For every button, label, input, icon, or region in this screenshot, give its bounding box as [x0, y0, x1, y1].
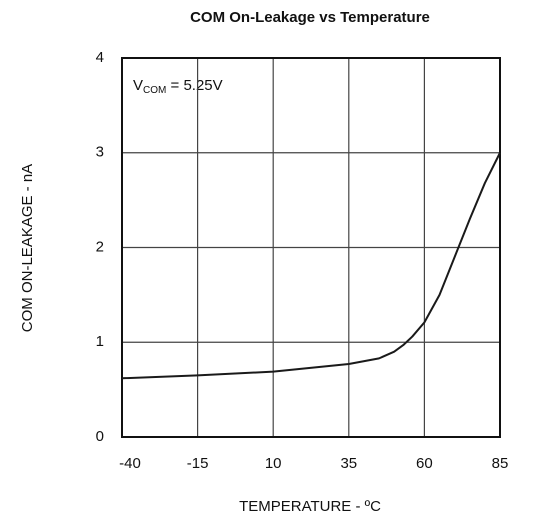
line — [121, 152, 501, 380]
y-axis-label: COM ON-LEAKAGE - nA — [19, 164, 36, 332]
y-tick-label: 4 — [96, 49, 104, 66]
annotation-rest: = 5.25V — [166, 77, 222, 94]
x-tick-label: 85 — [492, 455, 509, 472]
y-tick-label: 2 — [96, 238, 104, 255]
x-tick-label: -15 — [187, 455, 209, 472]
annotation: VCOM = 5.25V — [133, 77, 223, 96]
x-tick-label: 60 — [416, 455, 433, 472]
chart-title: COM On-Leakage vs Temperature — [190, 9, 430, 26]
plot-frame — [121, 57, 501, 438]
y-tick-label: 3 — [96, 144, 104, 161]
y-tick-label: 1 — [96, 333, 104, 350]
y-tick-label: 0 — [96, 428, 104, 445]
annotation-main: V — [133, 77, 143, 94]
x-tick-label: 10 — [265, 455, 282, 472]
annotation-subscript: COM — [143, 85, 166, 96]
x-axis-label: TEMPERATURE - ºC — [239, 498, 381, 515]
x-tick-label: 35 — [340, 455, 357, 472]
x-tick-label: -40 — [119, 455, 141, 472]
